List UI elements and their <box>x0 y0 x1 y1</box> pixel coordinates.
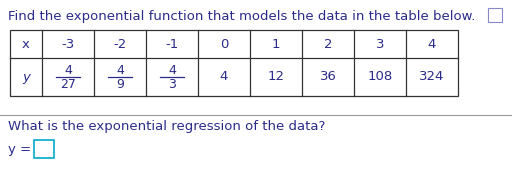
Bar <box>10 30 458 96</box>
Text: y =: y = <box>8 143 31 156</box>
Text: y: y <box>22 70 30 83</box>
Text: x: x <box>22 37 30 50</box>
Text: 2: 2 <box>324 37 332 50</box>
Text: 324: 324 <box>419 70 445 83</box>
Text: -1: -1 <box>165 37 179 50</box>
Text: 1: 1 <box>272 37 280 50</box>
Text: 4: 4 <box>428 37 436 50</box>
Text: 4: 4 <box>168 63 176 76</box>
Text: What is the exponential regression of the data?: What is the exponential regression of th… <box>8 120 325 133</box>
Text: 4: 4 <box>116 63 124 76</box>
Text: 9: 9 <box>116 77 124 90</box>
Text: 4: 4 <box>220 70 228 83</box>
Text: 108: 108 <box>368 70 393 83</box>
Text: 3: 3 <box>376 37 384 50</box>
Text: 36: 36 <box>319 70 336 83</box>
Text: 12: 12 <box>267 70 285 83</box>
Text: -2: -2 <box>113 37 126 50</box>
Text: 4: 4 <box>64 63 72 76</box>
Text: 3: 3 <box>168 77 176 90</box>
Bar <box>34 140 54 158</box>
Text: -3: -3 <box>61 37 75 50</box>
Bar <box>488 8 502 22</box>
Text: Find the exponential function that models the data in the table below.: Find the exponential function that model… <box>8 10 475 23</box>
Text: 27: 27 <box>60 77 76 90</box>
Text: 0: 0 <box>220 37 228 50</box>
